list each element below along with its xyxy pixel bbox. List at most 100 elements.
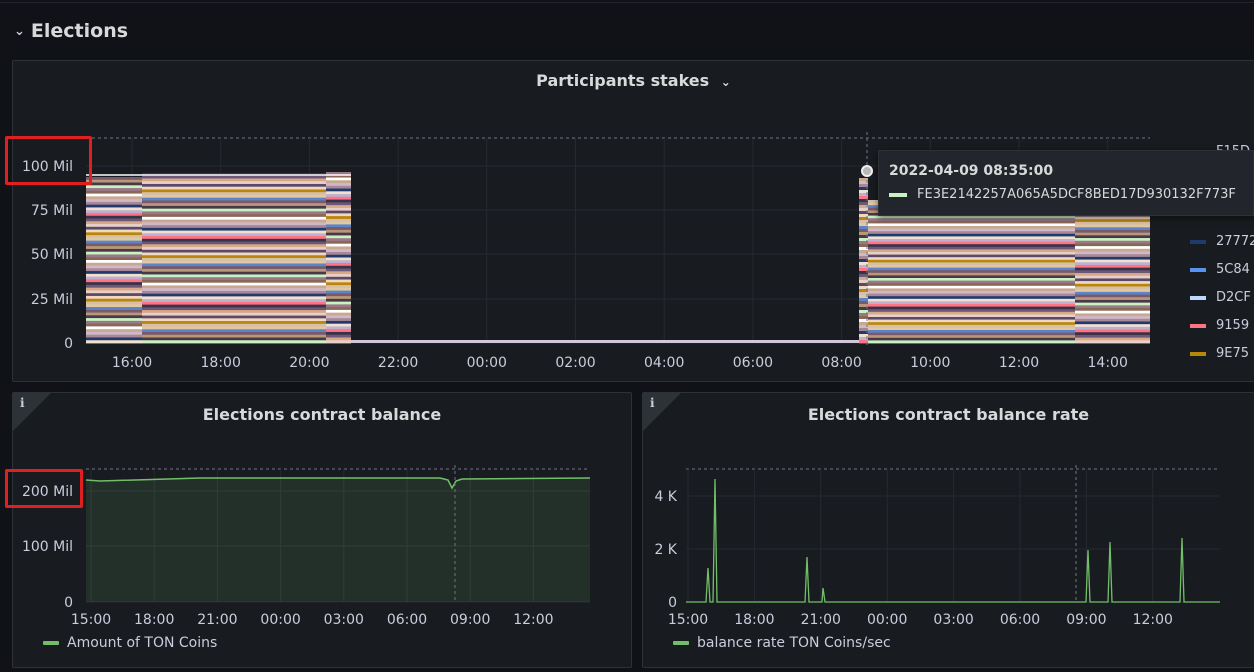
tooltip-time: 2022-04-09 08:35:00 — [889, 163, 1054, 179]
chevron-down-icon[interactable]: ⌄ — [720, 75, 731, 89]
stack-band — [86, 224, 142, 228]
stack-band — [1075, 267, 1150, 271]
stack-band — [326, 191, 351, 195]
stack-band — [868, 252, 1075, 255]
stack-band — [1075, 334, 1150, 339]
stack-band — [868, 330, 1075, 333]
stack-band — [326, 207, 351, 212]
stack-band — [326, 329, 351, 333]
stack-band — [868, 283, 1075, 287]
y-tick-label: 100 Mil — [22, 159, 73, 175]
stack-band — [326, 296, 351, 300]
info-icon[interactable]: i — [20, 396, 25, 410]
info-icon[interactable]: i — [650, 396, 655, 410]
legend-item[interactable]: 9E75 — [1190, 346, 1249, 361]
stack-band — [86, 260, 142, 264]
stack-band — [1075, 310, 1150, 314]
panel-title-text: Participants stakes — [536, 71, 710, 90]
legend-item[interactable]: 5C84 — [1190, 262, 1250, 277]
x-tick-label: 00:00 — [467, 355, 507, 371]
highlight-box-100mil — [5, 136, 92, 185]
stack-band — [859, 337, 868, 341]
stack-band — [859, 217, 868, 221]
stack-band — [1075, 313, 1150, 317]
stack-band — [86, 331, 142, 336]
stack-band — [142, 178, 326, 182]
legend-swatch — [43, 641, 59, 645]
stack-band — [142, 323, 326, 327]
legend-item[interactable]: 9159 — [1190, 318, 1249, 333]
stack-band — [859, 295, 868, 299]
stack-band — [86, 193, 142, 197]
stack-band — [1075, 308, 1150, 312]
legend-item[interactable]: D2CF — [1190, 290, 1251, 305]
stack-band — [859, 247, 868, 251]
stack-band — [868, 317, 1075, 320]
panel-title-balance[interactable]: Elections contract balance — [202, 405, 442, 424]
stack-band — [859, 331, 868, 335]
stack-band — [859, 235, 868, 239]
stack-band — [859, 277, 868, 281]
stack-band — [86, 271, 142, 275]
stack-band — [1075, 291, 1150, 295]
legend-label: balance rate TON Coins/sec — [697, 635, 891, 651]
stack-band — [326, 210, 351, 214]
panel-contract-balance: i Elections contract balance Amount of T… — [12, 392, 632, 668]
stack-band — [326, 229, 351, 234]
info-corner — [643, 393, 681, 431]
legend-swatch — [1190, 295, 1206, 300]
stack-band — [1075, 243, 1150, 247]
stack-band — [868, 327, 1075, 331]
stack-band — [86, 188, 142, 192]
stack-band — [86, 290, 142, 294]
stack-band — [326, 240, 351, 245]
stack-band — [142, 288, 326, 292]
row-header-elections[interactable]: ⌄ Elections — [14, 14, 128, 48]
stack-band — [859, 301, 868, 305]
stack-band — [868, 298, 1075, 302]
stack-band — [868, 322, 1075, 326]
stack-band — [142, 247, 326, 251]
stack-band — [859, 181, 868, 185]
stack-band — [326, 174, 351, 178]
stack-band — [859, 256, 868, 260]
legend-item-rate[interactable]: balance rate TON Coins/sec — [673, 635, 891, 651]
stack-band — [868, 249, 1075, 253]
panel-title[interactable]: Participants stakes ⌄ — [13, 71, 1254, 90]
x-tick-label: 08:00 — [821, 355, 861, 371]
stack-band — [326, 224, 351, 228]
stack-band — [142, 181, 326, 185]
stack-band — [326, 232, 351, 236]
x-tick-label: 14:00 — [1088, 355, 1128, 371]
stack-band — [142, 200, 326, 204]
x-tick-label: 06:00 — [733, 355, 773, 371]
stack-band — [1075, 318, 1150, 322]
row-title: Elections — [30, 20, 129, 42]
stack-band — [326, 218, 351, 223]
chevron-down-icon[interactable]: ⌄ — [14, 23, 25, 39]
legend-item-balance[interactable]: Amount of TON Coins — [43, 635, 217, 651]
stack-band — [142, 222, 326, 226]
stack-band — [86, 215, 142, 219]
stack-band — [868, 262, 1075, 266]
panel-title-rate[interactable]: Elections contract balance rate — [807, 405, 1090, 424]
stack-band — [142, 315, 326, 319]
legend-item[interactable]: 27772 — [1190, 234, 1254, 249]
stack-band — [142, 175, 326, 179]
legend-swatch — [1190, 351, 1206, 356]
stack-band — [326, 318, 351, 322]
stack-band — [326, 172, 351, 176]
stack-band — [142, 230, 326, 234]
stack-band — [1075, 219, 1150, 223]
stack-band — [326, 251, 351, 256]
stack-band — [868, 291, 1075, 294]
stack-band — [142, 321, 326, 325]
stack-band — [859, 274, 868, 278]
stack-band — [142, 197, 326, 201]
stack-band — [86, 199, 142, 203]
stack-band — [86, 229, 142, 233]
x-tick-label: 02:00 — [555, 355, 595, 371]
panel-balance-rate: i Elections contract balance rate balanc… — [642, 392, 1254, 668]
stack-band — [86, 246, 142, 250]
